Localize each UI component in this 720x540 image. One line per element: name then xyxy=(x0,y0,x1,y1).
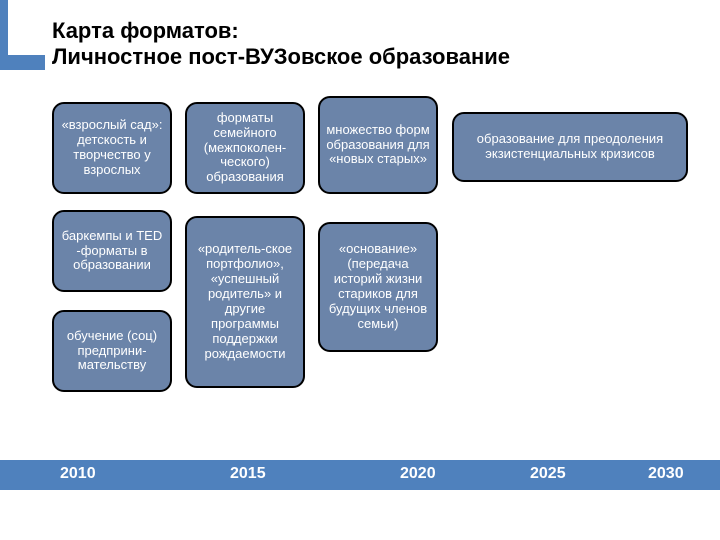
timeline-year: 2010 xyxy=(60,465,96,483)
concept-box-label: баркемпы и TED -форматы в образовании xyxy=(60,229,164,274)
title-line-2: Личностное пост-ВУЗовское образование xyxy=(52,44,510,69)
concept-box-label: обучение (соц) предприни­мательству xyxy=(60,329,164,374)
concept-box-label: «основание» (передача историй жизни стар… xyxy=(326,242,430,332)
concept-box-b7: «родитель-ское портфолио», «успешный род… xyxy=(185,216,305,388)
concept-box-b6: обучение (соц) предприни­мательству xyxy=(52,310,172,392)
timeline-year: 2020 xyxy=(400,465,436,483)
concept-box-b2: форматы семейного (межпоколен­ческого) о… xyxy=(185,102,305,194)
concept-box-label: «родитель-ское портфолио», «успешный род… xyxy=(193,242,297,362)
accent-bar-1 xyxy=(0,55,45,70)
title-line-1: Карта форматов: xyxy=(52,18,239,43)
timeline-year: 2030 xyxy=(648,465,684,483)
concept-box-b1: «взрослый сад»: детскость и творчество у… xyxy=(52,102,172,194)
concept-box-label: «взрослый сад»: детскость и творчество у… xyxy=(60,118,164,178)
slide-title: Карта форматов: Личностное пост-ВУЗовско… xyxy=(52,18,672,71)
timeline-year: 2025 xyxy=(530,465,566,483)
timeline-year: 2015 xyxy=(230,465,266,483)
concept-box-b4: образование для преодоления экзистенциал… xyxy=(452,112,688,182)
concept-box-label: форматы семейного (межпоколен­ческого) о… xyxy=(193,111,297,186)
concept-box-b8: «основание» (передача историй жизни стар… xyxy=(318,222,438,352)
concept-box-b3: множество форм образования для «новых ст… xyxy=(318,96,438,194)
concept-box-label: множество форм образования для «новых ст… xyxy=(326,123,430,168)
timeline-bar: 2010 2015 2020 2025 2030 xyxy=(0,460,720,490)
concept-box-b5: баркемпы и TED -форматы в образовании xyxy=(52,210,172,292)
concept-box-label: образование для преодоления экзистенциал… xyxy=(460,132,680,162)
slide: Карта форматов: Личностное пост-ВУЗовско… xyxy=(0,0,720,540)
